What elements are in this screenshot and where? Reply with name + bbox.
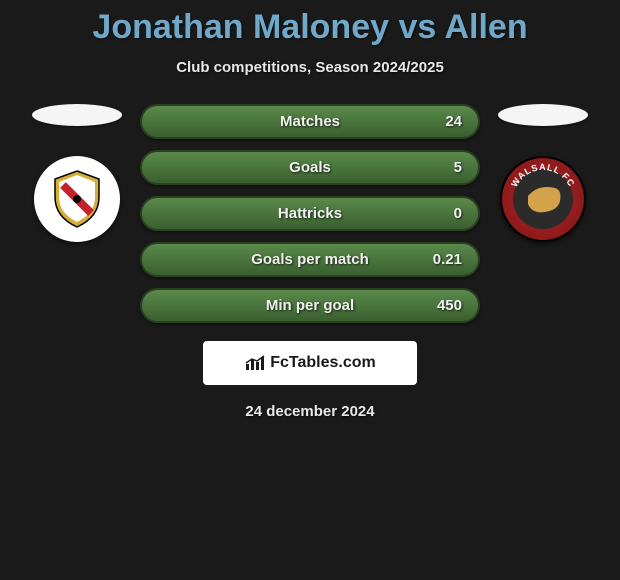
stat-label: Matches <box>280 113 340 130</box>
stat-value: 450 <box>437 297 462 314</box>
date-label: 24 december 2024 <box>0 403 620 420</box>
stats-column: Matches 24 Goals 5 Hattricks 0 Goals per… <box>140 104 480 323</box>
stat-value: 0 <box>454 205 462 222</box>
main-row: Matches 24 Goals 5 Hattricks 0 Goals per… <box>0 104 620 323</box>
page-title: Jonathan Maloney vs Allen <box>0 8 620 47</box>
stat-label: Goals per match <box>251 251 369 268</box>
stat-value: 0.21 <box>433 251 462 268</box>
stat-value: 24 <box>445 113 462 130</box>
stat-row-hattricks: Hattricks 0 <box>140 196 480 231</box>
chart-icon <box>244 354 266 372</box>
stat-row-goals-per-match: Goals per match 0.21 <box>140 242 480 277</box>
club-crest-icon: WALSALL FC <box>500 156 586 242</box>
brand-text: FcTables.com <box>270 354 376 372</box>
stat-row-min-per-goal: Min per goal 450 <box>140 288 480 323</box>
stat-label: Goals <box>289 159 331 176</box>
stat-row-goals: Goals 5 <box>140 150 480 185</box>
left-flag <box>32 104 122 126</box>
club-badge-right: WALSALL FC <box>500 156 586 242</box>
right-flag <box>498 104 588 126</box>
stat-label: Min per goal <box>266 297 354 314</box>
club-badge-left <box>34 156 120 242</box>
page-subtitle: Club competitions, Season 2024/2025 <box>0 59 620 76</box>
shield-icon <box>45 167 109 231</box>
comparison-card: Jonathan Maloney vs Allen Club competiti… <box>0 0 620 580</box>
stat-row-matches: Matches 24 <box>140 104 480 139</box>
brand-box[interactable]: FcTables.com <box>203 341 417 385</box>
stat-label: Hattricks <box>278 205 342 222</box>
left-side <box>32 104 122 242</box>
stat-value: 5 <box>454 159 462 176</box>
right-side: WALSALL FC <box>498 104 588 242</box>
